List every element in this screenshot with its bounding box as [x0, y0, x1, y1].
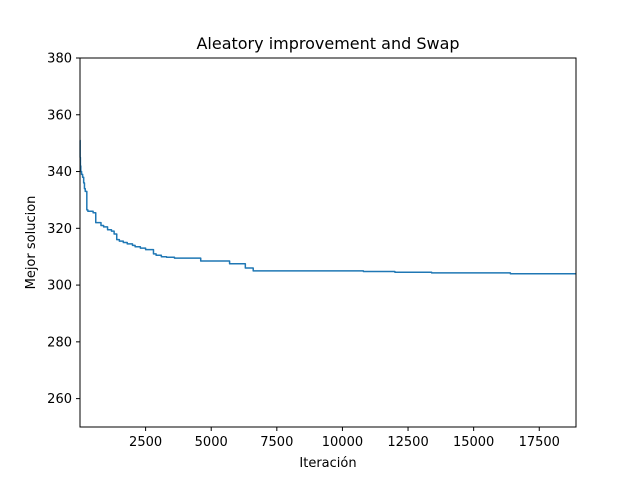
- x-tick-label: 15000: [453, 435, 494, 450]
- x-tick-label: 10000: [322, 435, 363, 450]
- x-tick-label: 12500: [387, 435, 428, 450]
- y-tick-label: 260: [47, 392, 72, 407]
- chart-title: Aleatory improvement and Swap: [196, 34, 459, 53]
- x-tick-label: 17500: [519, 435, 560, 450]
- y-tick-label: 300: [47, 279, 72, 294]
- series-line: [79, 139, 576, 275]
- plot-frame: [79, 57, 577, 428]
- x-axis-label: Iteración: [299, 456, 356, 471]
- x-tick-label: 7500: [260, 435, 293, 450]
- y-tick-label: 360: [47, 108, 72, 123]
- y-tick-label: 380: [47, 52, 72, 67]
- x-tick-label: 5000: [195, 435, 228, 450]
- x-tick-label: 2500: [129, 435, 162, 450]
- x-axis: 2500 5000 7500 10000 12500 15000 17500: [129, 427, 560, 450]
- y-axis-label: Mejor solucion: [24, 196, 39, 290]
- y-tick-label: 340: [47, 165, 72, 180]
- y-axis: 260 280 300 320 340 360 380: [47, 52, 80, 407]
- y-tick-label: 280: [47, 335, 72, 350]
- y-tick-label: 320: [47, 222, 72, 237]
